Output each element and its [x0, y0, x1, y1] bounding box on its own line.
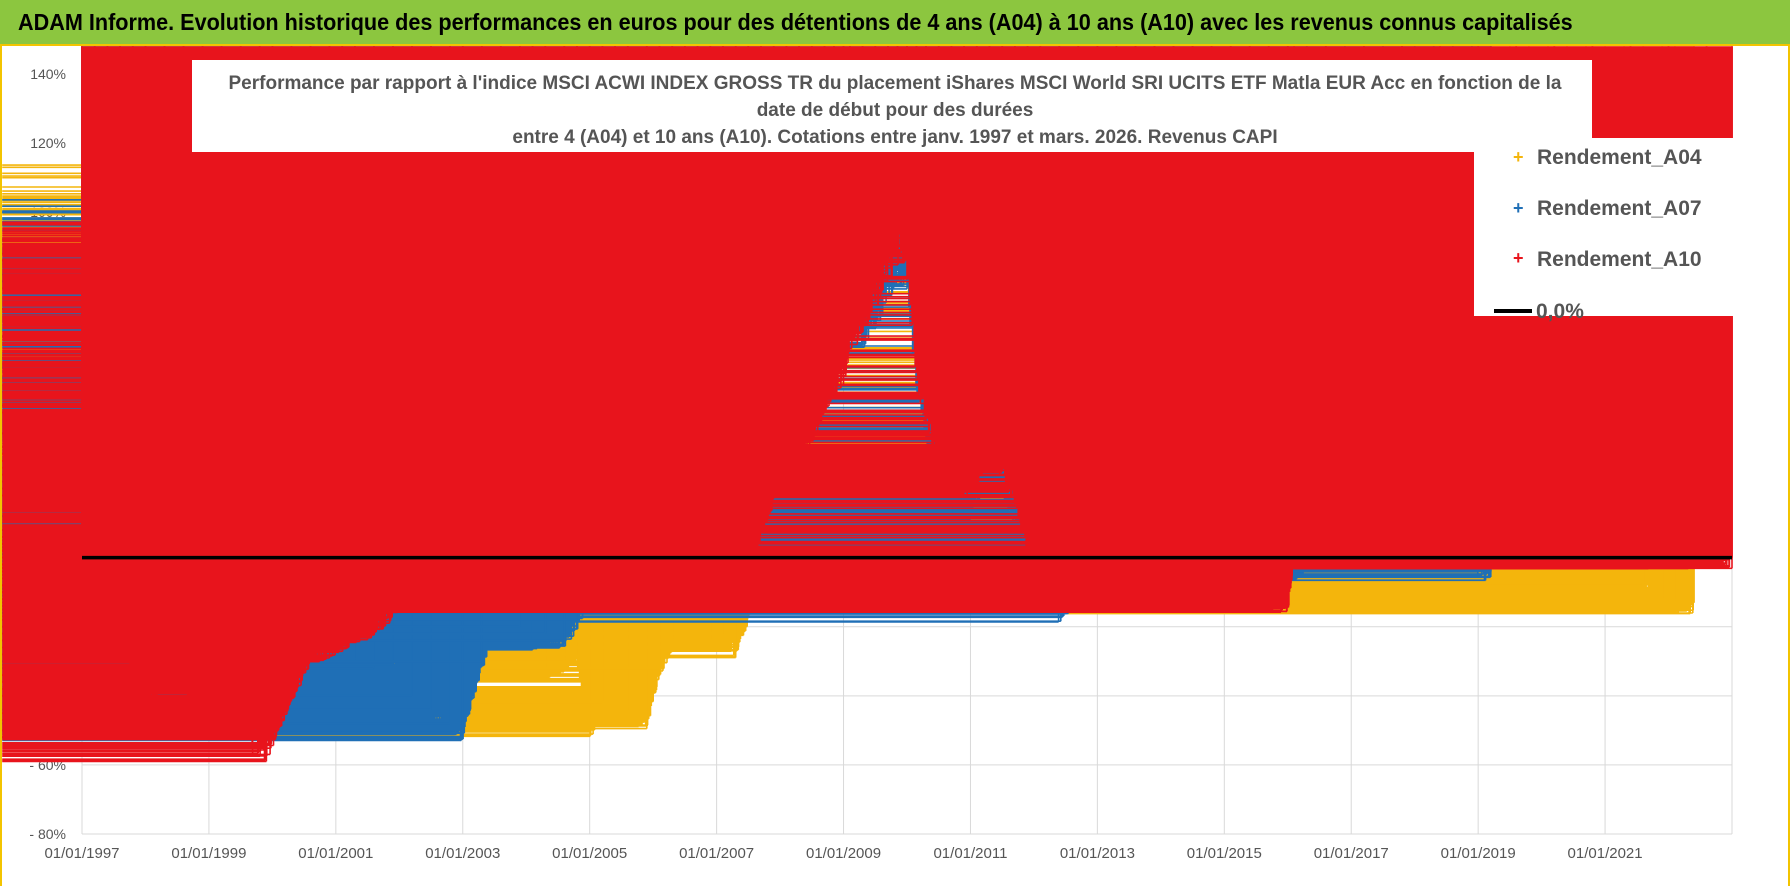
data-point: [2, 46, 978, 476]
x-tick-label: 01/01/2007: [679, 845, 754, 862]
legend-marker-a10: +: [1513, 248, 1524, 268]
data-point: [2, 46, 1232, 587]
chart-area: 140% 120% 100% 80% 60% 40% 20% 0% - 20% - 40% - 60…: [0, 46, 1790, 886]
x-tick-label: 01/01/2017: [1314, 845, 1389, 862]
x-tick-label: 01/01/1999: [171, 845, 246, 862]
x-tick-label: 01/01/2021: [1568, 845, 1643, 862]
data-point: [2, 46, 242, 721]
x-tick-label: 01/01/1997: [44, 845, 119, 862]
x-tick-label: 01/01/2013: [1060, 845, 1135, 862]
data-point: [2, 46, 331, 649]
data-point: [2, 46, 991, 455]
data-point: [2, 46, 800, 448]
series-rendement_a10: [2, 46, 1733, 763]
data-point: [2, 46, 762, 531]
x-tick-label: 01/01/2005: [552, 845, 627, 862]
data-point: [2, 46, 1194, 573]
data-point: [2, 46, 813, 435]
data-point: [2, 46, 1029, 545]
data-point: [2, 46, 1175, 569]
data-point: [2, 46, 312, 656]
data-point: [2, 46, 1289, 604]
chart-title: Performance par rapport à l'indice MSCI …: [192, 60, 1592, 152]
x-tick-label: 01/01/2015: [1187, 845, 1262, 862]
data-point: [2, 46, 394, 611]
data-point: [2, 46, 965, 490]
legend: + Rendement_A04 + Rendement_A07 + Rendem…: [1474, 138, 1764, 323]
x-tick-label: 01/01/2009: [806, 845, 881, 862]
legend-label-a07: Rendement_A07: [1537, 197, 1702, 220]
data-point: [2, 46, 629, 542]
data-point: [2, 46, 166, 683]
data-point: [2, 46, 953, 483]
data-point: [2, 46, 223, 714]
data-point: [2, 46, 616, 538]
series-layer: [2, 46, 1733, 763]
report-title: ADAM Informe. Evolution historique des p…: [18, 8, 1573, 35]
data-point: [2, 46, 274, 739]
x-axis: 01/01/1997 01/01/1999 01/01/2001 01/01/2003…: [44, 845, 1642, 862]
performance-chart: 140%120%100%80%60%40%20%0%- 20%- 40%- 60…: [2, 46, 1764, 862]
data-point: [2, 46, 344, 642]
data-point: [2, 46, 674, 552]
data-point: [2, 46, 845, 366]
data-point: [2, 46, 835, 386]
y-tick-label: - 80%: [29, 826, 66, 842]
data-point: [2, 46, 293, 697]
data-point: [2, 46, 83, 618]
data-point: [2, 46, 1270, 600]
data-point: [2, 46, 1156, 566]
data-point: [2, 46, 96, 621]
x-tick-label: 01/01/2019: [1441, 845, 1516, 862]
data-point: [2, 46, 1213, 580]
legend-background: [1474, 138, 1764, 316]
data-point: [2, 46, 1004, 469]
data-point: [2, 46, 826, 407]
data-point: [2, 46, 356, 635]
data-point: [2, 46, 204, 732]
chart-title-line-1: Performance par rapport à l'indice MSCI …: [229, 73, 1562, 94]
y-tick-label: 140%: [30, 66, 66, 82]
y-tick-label: 120%: [30, 135, 66, 151]
data-point: [2, 46, 109, 607]
data-point: [2, 46, 185, 676]
chart-title-line-2: date de début pour des durées: [757, 100, 1034, 121]
data-point: [2, 46, 1016, 497]
data-point: [2, 46, 661, 549]
chart-title-line-3: entre 4 (A04) et 10 ans (A10). Cotations…: [512, 127, 1277, 148]
data-point: [2, 46, 940, 462]
x-tick-label: 01/01/2001: [298, 845, 373, 862]
legend-label-a10: Rendement_A10: [1537, 248, 1702, 271]
data-point: [2, 46, 927, 414]
data-point: [2, 46, 566, 576]
data-point: [2, 46, 1251, 594]
legend-label-zero: 0,0%: [1536, 300, 1584, 323]
legend-label-a04: Rendement_A04: [1537, 146, 1702, 169]
chart-title-background: [192, 60, 1592, 152]
x-tick-label: 01/01/2003: [425, 845, 500, 862]
legend-marker-a07: +: [1513, 198, 1524, 218]
legend-marker-a04: +: [1513, 147, 1524, 167]
x-tick-label: 01/01/2011: [933, 845, 1007, 862]
report-banner: ADAM Informe. Evolution historique des p…: [0, 0, 1790, 46]
